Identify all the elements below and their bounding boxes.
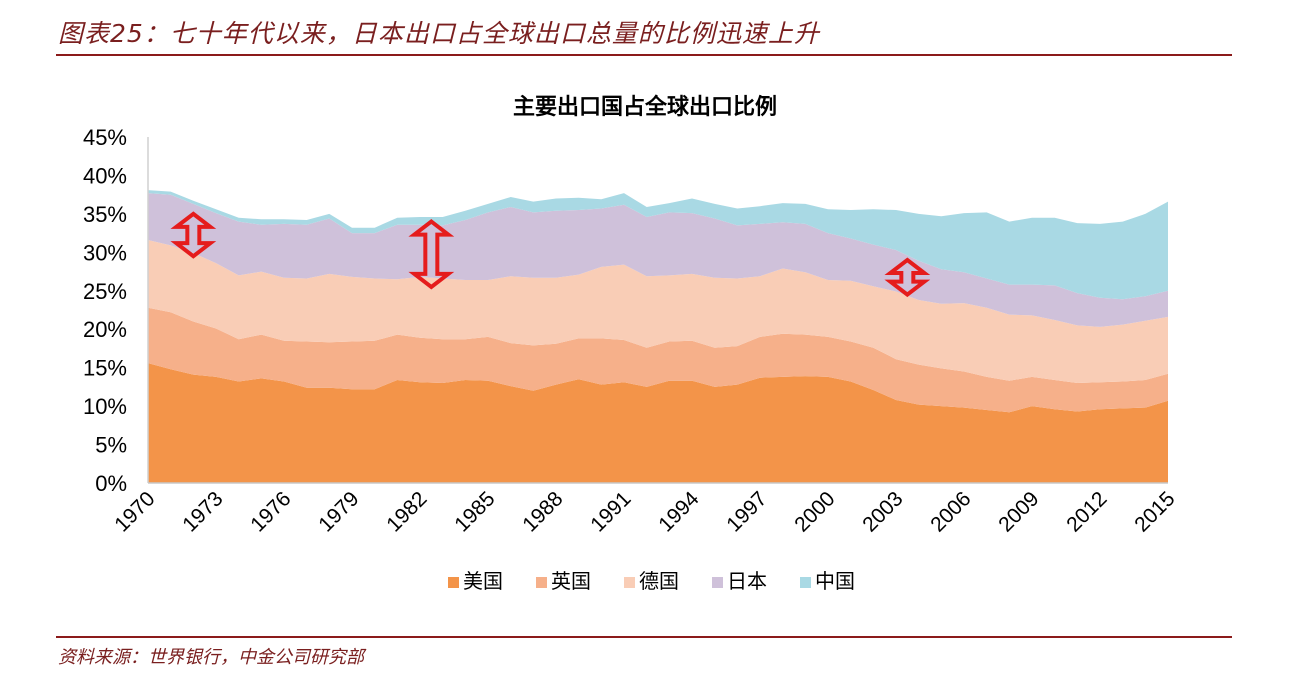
- legend-swatch: [712, 577, 723, 588]
- legend-swatch: [448, 577, 459, 588]
- figure-title: 图表25：七十年代以来，日本出口占全球出口总量的比例迅速上升: [58, 19, 820, 48]
- y-tick-label: 5%: [95, 433, 127, 458]
- area-series-4: [148, 190, 1168, 300]
- double-arrow-icon-0: [170, 211, 217, 259]
- legend-label: 美国: [463, 569, 503, 593]
- area-series-group: [148, 190, 1168, 483]
- y-tick-labels: 0% 5% 10% 15% 20% 25% 30% 35% 40% 45%: [83, 125, 127, 496]
- x-tick-label: 2006: [926, 487, 975, 536]
- chart-title: 主要出口国占全球出口比例: [513, 94, 777, 120]
- legend-label: 日本: [727, 569, 767, 593]
- y-tick-label: 15%: [83, 356, 127, 381]
- x-tick-label: 1985: [450, 487, 499, 536]
- y-tick-label: 25%: [83, 279, 127, 304]
- y-tick-label: 10%: [83, 394, 127, 419]
- x-tick-label: 1997: [722, 487, 771, 536]
- area-series-3: [148, 193, 1168, 327]
- x-tick-label: 1973: [178, 487, 227, 536]
- title-rule: [56, 54, 1232, 56]
- annotation-arrows: [170, 211, 931, 298]
- legend-swatch: [800, 577, 811, 588]
- y-tick-label: 40%: [83, 163, 127, 188]
- double-arrow-icon-1: [408, 219, 455, 290]
- x-tick-label: 2012: [1062, 487, 1111, 536]
- y-tick-label: 45%: [83, 125, 127, 150]
- x-tick-label: 1979: [314, 487, 363, 536]
- area-series-2: [148, 240, 1168, 383]
- legend-label: 德国: [639, 569, 679, 593]
- y-tick-label: 35%: [83, 202, 127, 227]
- x-tick-label: 1994: [654, 487, 704, 537]
- x-tick-label: 1982: [382, 487, 431, 536]
- legend: 美国 英国 德国 日本 中国: [448, 569, 855, 593]
- source-rule: [56, 636, 1232, 638]
- x-tick-label: 2015: [1130, 487, 1179, 536]
- y-tick-label: 20%: [83, 317, 127, 342]
- x-tick-labels: 1970 1973 1976 1979 1982 1985 1988 1991 1994 1997…: [110, 487, 1179, 537]
- x-tick-label: 2003: [858, 487, 907, 536]
- area-series-1: [148, 307, 1168, 413]
- x-tick-label: 1976: [246, 487, 295, 536]
- y-tick-label: 0%: [95, 471, 127, 496]
- area-series-0: [148, 363, 1168, 483]
- x-tick-label: 2000: [790, 487, 839, 536]
- x-tick-label: 1991: [586, 487, 635, 536]
- double-arrow-icon-2: [884, 257, 931, 298]
- legend-label: 英国: [551, 569, 591, 593]
- x-tick-label: 2009: [994, 487, 1043, 536]
- x-tick-label: 1988: [518, 487, 567, 536]
- legend-label: 中国: [815, 569, 855, 593]
- source-note: 资料来源：世界银行，中金公司研究部: [58, 647, 364, 668]
- legend-swatch: [536, 577, 547, 588]
- legend-swatch: [624, 577, 635, 588]
- y-tick-label: 30%: [83, 240, 127, 265]
